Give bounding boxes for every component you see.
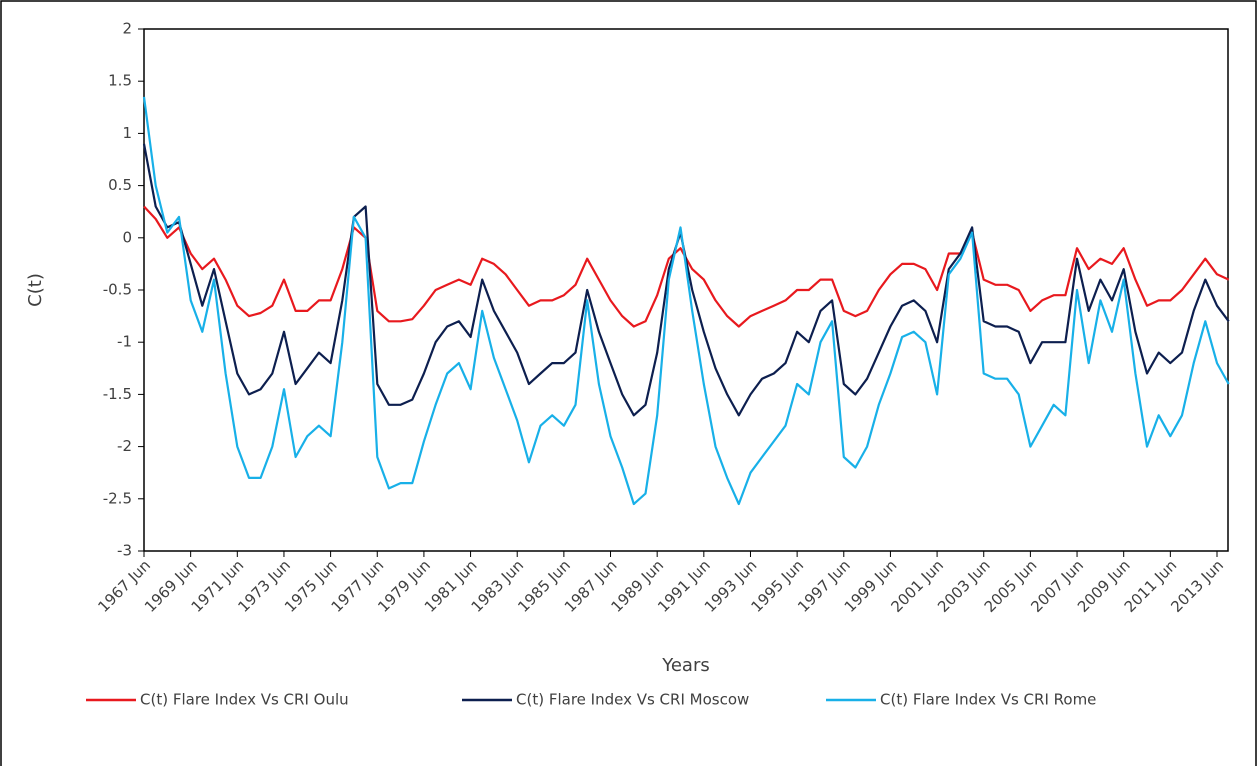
y-tick-label: 0.5 — [108, 176, 132, 194]
legend-label: C(t) Flare Index Vs CRI Moscow — [516, 691, 749, 709]
y-tick-label: 1 — [122, 124, 132, 142]
y-tick-label: -1 — [117, 333, 132, 351]
y-tick-label: -3 — [117, 542, 132, 560]
y-tick-label: 2 — [122, 20, 132, 38]
y-tick-label: -2 — [117, 437, 132, 455]
y-tick-label: 1.5 — [108, 72, 132, 90]
y-tick-label: -2.5 — [103, 489, 132, 507]
y-tick-label: -1.5 — [103, 385, 132, 403]
y-tick-label: -0.5 — [103, 281, 132, 299]
series-line — [142, 143, 1230, 417]
series-line — [142, 96, 1230, 506]
y-axis-title: C(t) — [25, 273, 46, 307]
legend-label: C(t) Flare Index Vs CRI Oulu — [140, 691, 349, 709]
y-tick-label: 0 — [122, 228, 132, 246]
plot-border — [143, 28, 1229, 552]
x-axis-title: Years — [661, 655, 710, 676]
legend-label: C(t) Flare Index Vs CRI Rome — [880, 691, 1096, 709]
